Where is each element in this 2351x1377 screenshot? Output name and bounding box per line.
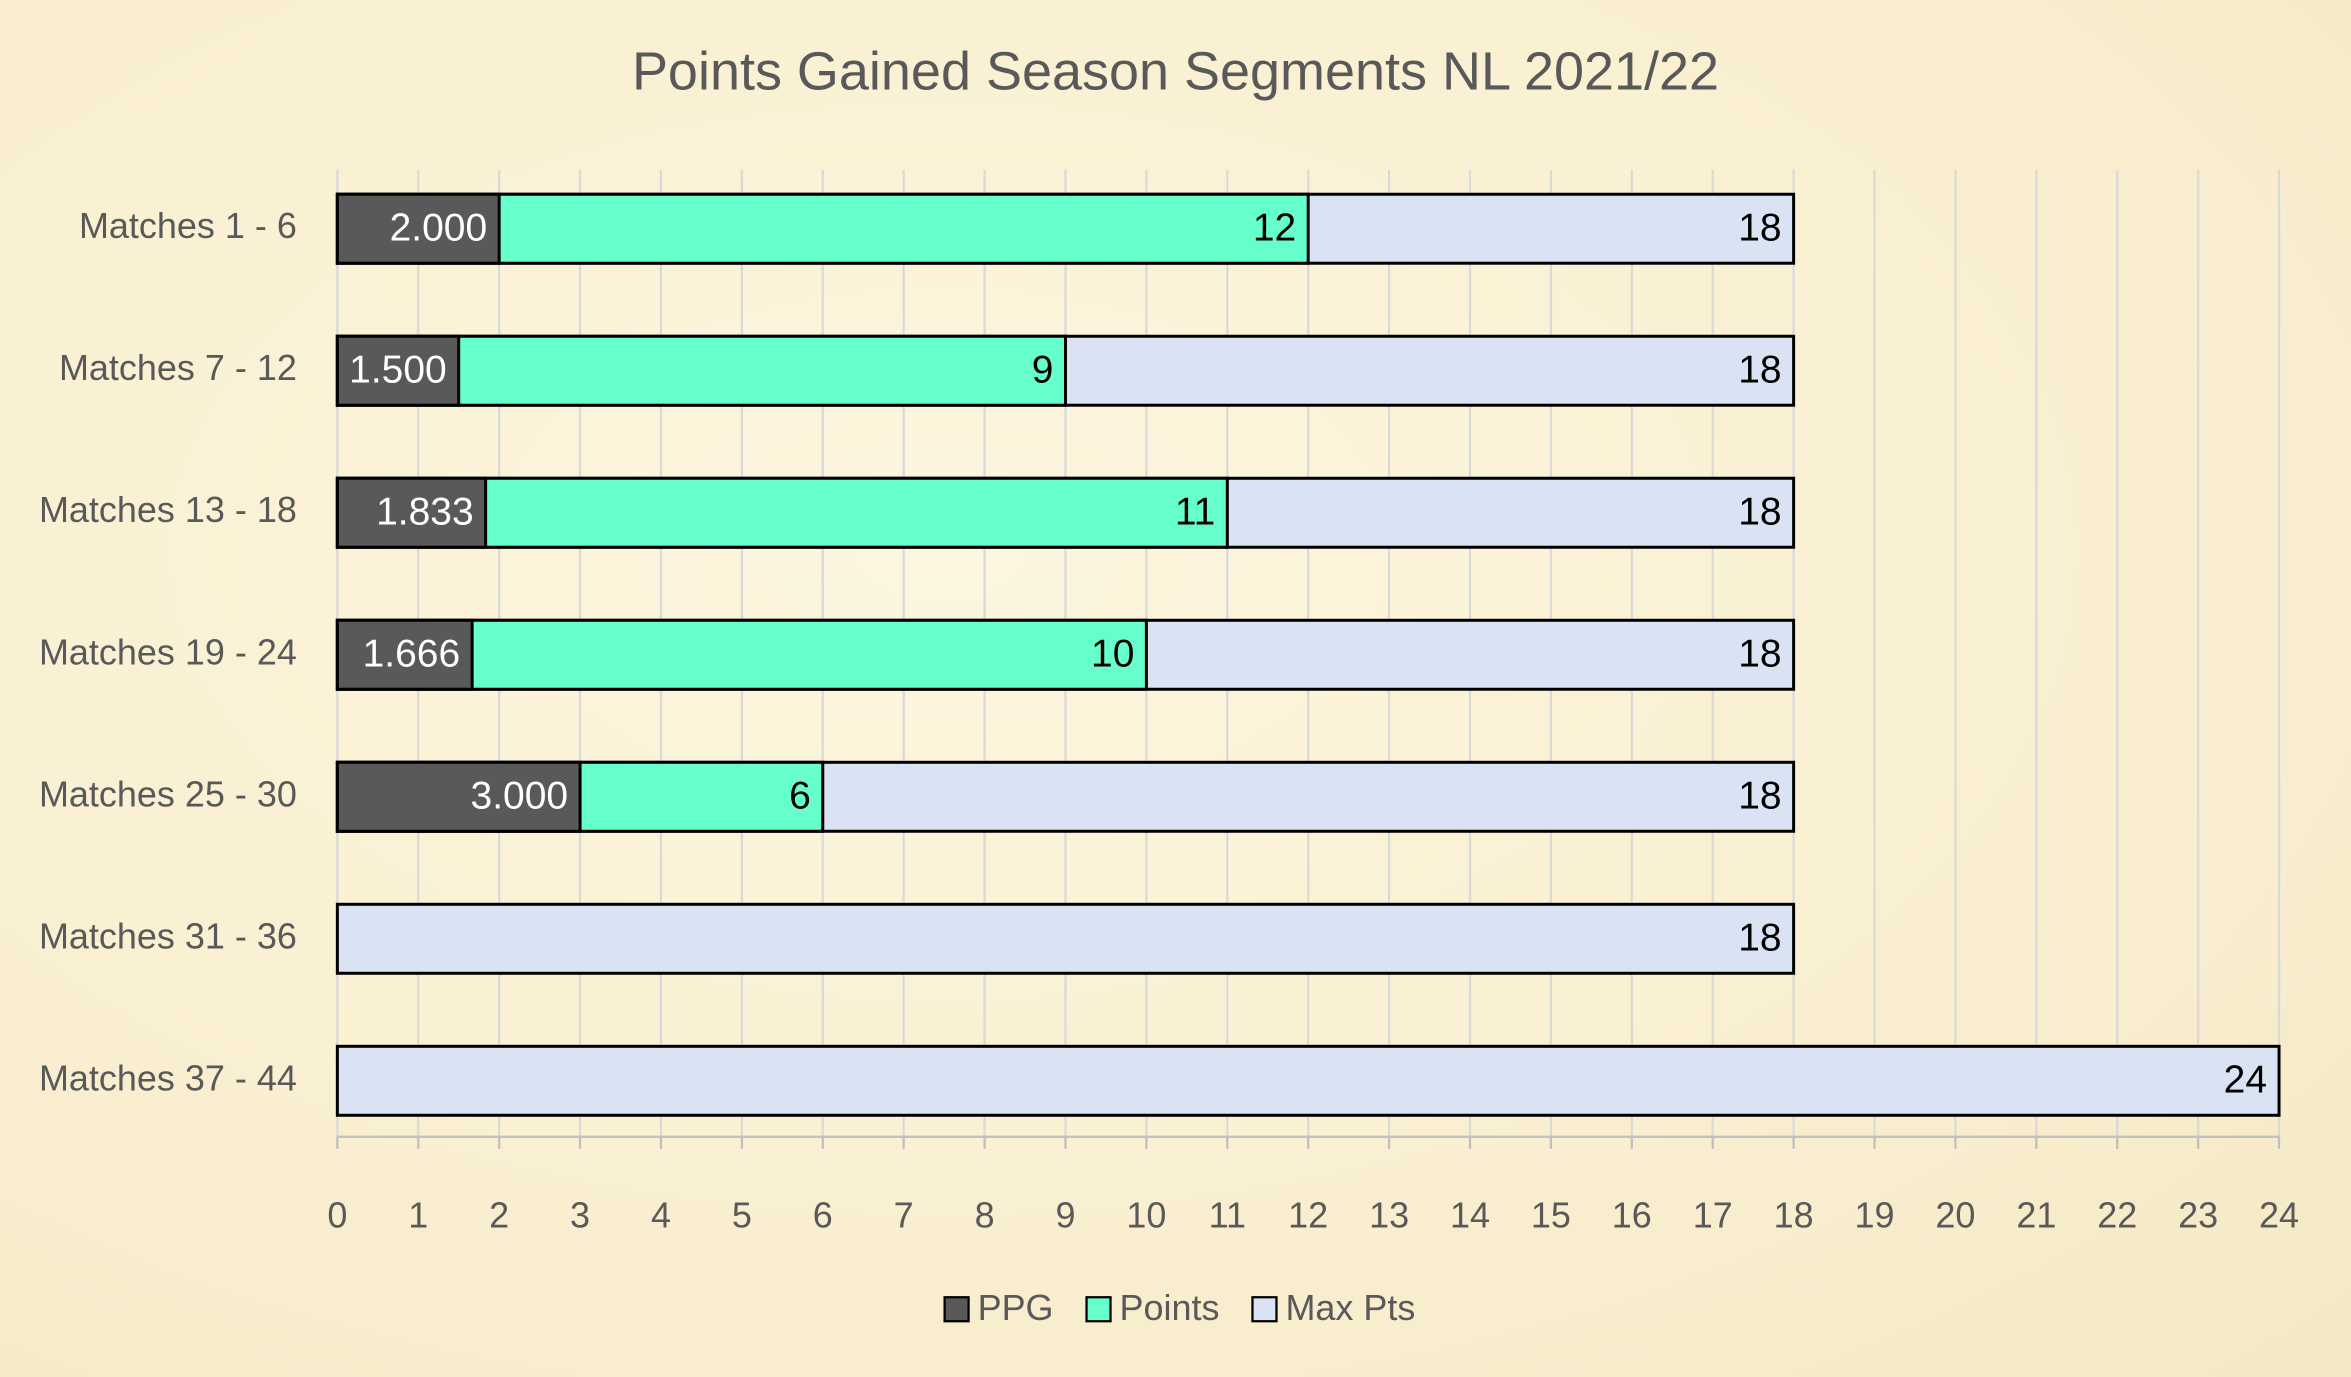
- data-label: 18: [1738, 633, 1781, 676]
- data-label: 1.500: [349, 349, 447, 392]
- bar: [335, 902, 1796, 975]
- bar: [335, 476, 488, 549]
- x-tick-label: 3: [570, 1194, 590, 1235]
- x-tick-label: 8: [975, 1194, 995, 1235]
- x-tick-label: 17: [1693, 1194, 1733, 1235]
- x-tick-label: 1: [408, 1194, 428, 1235]
- x-tick-label: 20: [1935, 1194, 1975, 1235]
- x-tick-label: 11: [1209, 1194, 1246, 1235]
- y-tick-label: Matches 37 - 44: [39, 1057, 297, 1098]
- x-tick-label: 24: [2259, 1194, 2299, 1235]
- data-label: 18: [1738, 775, 1781, 818]
- data-label: 10: [1091, 633, 1134, 676]
- data-label: 12: [1253, 207, 1296, 250]
- y-tick-label: Matches 31 - 36: [39, 915, 297, 956]
- x-tick-label: 6: [813, 1194, 833, 1235]
- data-label: 11: [1175, 491, 1215, 534]
- x-tick-label: 5: [732, 1194, 752, 1235]
- data-label: 2.000: [390, 207, 488, 250]
- data-label: 18: [1738, 207, 1781, 250]
- legend-swatch: [1251, 1296, 1278, 1323]
- legend-label: PPG: [978, 1287, 1054, 1328]
- data-label: 3.000: [471, 775, 569, 818]
- x-tick-label: 18: [1774, 1194, 1814, 1235]
- x-tick-label: 2: [489, 1194, 509, 1235]
- bar: [335, 618, 474, 691]
- x-tick-label: 21: [2016, 1194, 2056, 1235]
- data-label: 18: [1738, 491, 1781, 534]
- data-label: 1.666: [363, 633, 461, 676]
- data-label: 18: [1738, 349, 1781, 392]
- y-tick-label: Matches 25 - 30: [39, 773, 297, 814]
- y-tick-label: Matches 19 - 24: [39, 631, 297, 672]
- data-label: 1.833: [376, 491, 474, 534]
- x-tick-label: 7: [894, 1194, 914, 1235]
- x-tick-label: 16: [1612, 1194, 1652, 1235]
- x-tick-label: 0: [327, 1194, 347, 1235]
- y-tick-label: Matches 7 - 12: [59, 347, 297, 388]
- x-tick-label: 23: [2178, 1194, 2218, 1235]
- x-tick-label: 14: [1450, 1194, 1490, 1235]
- x-tick-label: 13: [1369, 1194, 1409, 1235]
- bar: [335, 192, 501, 265]
- legend-label: Points: [1120, 1287, 1220, 1328]
- legend-swatch: [1085, 1296, 1112, 1323]
- x-tick-label: 9: [1055, 1194, 1075, 1235]
- data-label: 9: [1032, 349, 1054, 392]
- bar: [335, 1044, 2281, 1117]
- x-tick-label: 10: [1126, 1194, 1166, 1235]
- legend-swatch: [943, 1296, 970, 1323]
- data-label: 24: [2224, 1059, 2267, 1102]
- bar: [335, 760, 582, 833]
- data-label: 18: [1738, 917, 1781, 960]
- y-tick-label: Matches 1 - 6: [79, 205, 297, 246]
- legend-label: Max Pts: [1285, 1287, 1415, 1328]
- x-tick-label: 19: [1855, 1194, 1895, 1235]
- x-tick-label: 15: [1531, 1194, 1571, 1235]
- x-tick-label: 12: [1288, 1194, 1328, 1235]
- x-tick-label: 4: [651, 1194, 671, 1235]
- y-tick-label: Matches 13 - 18: [39, 489, 297, 530]
- bar: [335, 334, 461, 407]
- chart-title: Points Gained Season Segments NL 2021/22: [632, 42, 1719, 102]
- x-tick-label: 22: [2097, 1194, 2137, 1235]
- data-label: 6: [789, 775, 811, 818]
